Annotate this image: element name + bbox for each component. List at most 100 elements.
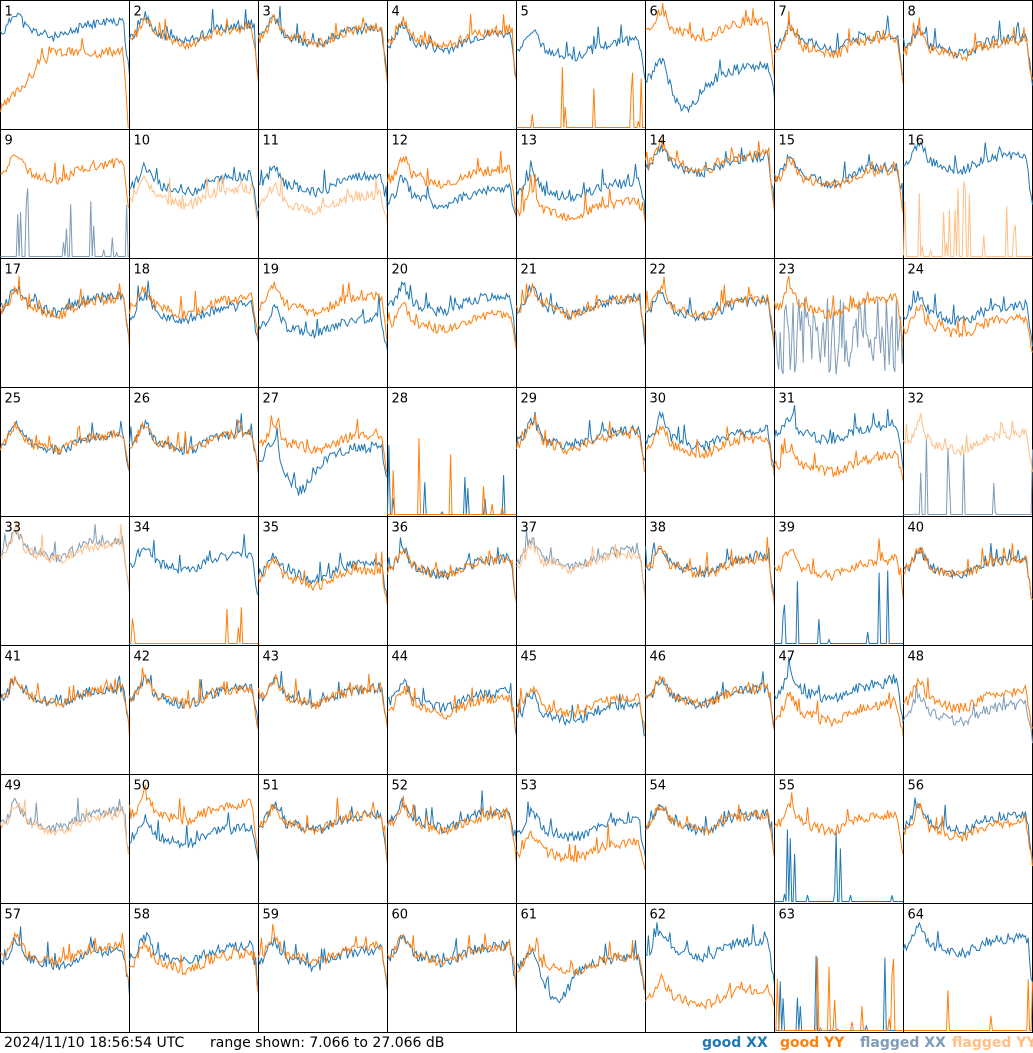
series-yy-line [387, 548, 517, 604]
panel-frame [774, 129, 904, 259]
series-xx-line [645, 922, 775, 985]
panel-59: 59 [258, 903, 388, 1033]
panel-2: 2 [129, 0, 259, 130]
series-xx-line [645, 671, 775, 729]
series-xx-line [516, 690, 646, 737]
panel-label: 17 [5, 263, 22, 278]
footer-bar: 2024/11/10 18:56:54 UTC range shown: 7.0… [0, 1033, 1033, 1053]
panel-8: 8 [903, 0, 1033, 130]
panel-label: 30 [650, 392, 667, 407]
series-yy-line [387, 13, 517, 82]
panel-label: 22 [650, 263, 667, 278]
series-xx-line [774, 657, 904, 727]
series-xx-line [0, 188, 130, 257]
series-yy-line [645, 138, 775, 211]
panel-label: 26 [134, 392, 151, 407]
series-yy-line [645, 3, 775, 78]
panel-16: 16 [903, 129, 1033, 259]
panel-label: 57 [5, 908, 22, 923]
panel-label: 29 [521, 392, 538, 407]
panel-20: 20 [387, 258, 517, 388]
panel-label: 61 [521, 908, 538, 923]
panel-label: 48 [908, 650, 925, 665]
panel-43: 43 [258, 645, 388, 775]
series-xx-line [774, 297, 904, 375]
panel-21: 21 [516, 258, 646, 388]
panel-41: 41 [0, 645, 130, 775]
series-yy-line [387, 150, 517, 220]
panel-frame [516, 0, 646, 130]
series-xx-line [0, 285, 130, 339]
panel-label: 47 [779, 650, 796, 665]
panel-53: 53 [516, 774, 646, 904]
panel-15: 15 [774, 129, 904, 259]
panel-label: 45 [521, 650, 538, 665]
panel-35: 35 [258, 516, 388, 646]
series-yy-line [645, 536, 775, 604]
panel-61: 61 [516, 903, 646, 1033]
panel-56: 56 [903, 774, 1033, 904]
series-yy-line [258, 415, 388, 475]
panel-26: 26 [129, 387, 259, 517]
panel-11: 11 [258, 129, 388, 259]
series-yy-line [903, 413, 1033, 472]
series-xx-line [645, 57, 775, 114]
panel-frame [0, 129, 130, 259]
panel-3: 3 [258, 0, 388, 130]
series-xx-line [0, 926, 130, 996]
panel-frame [645, 516, 775, 646]
panel-19: 19 [258, 258, 388, 388]
series-xx-line [129, 533, 259, 596]
series-yy-line [0, 931, 130, 985]
series-xx-line [903, 290, 1033, 347]
panel-44: 44 [387, 645, 517, 775]
series-yy-line [645, 804, 775, 857]
panel-label: 54 [650, 779, 667, 794]
series-yy-line [903, 801, 1033, 867]
panel-label: 16 [908, 134, 925, 149]
panel-10: 10 [129, 129, 259, 259]
panel-frame [258, 387, 388, 517]
panel-frame [258, 903, 388, 1033]
series-yy-line [774, 691, 904, 739]
panel-frame [645, 387, 775, 517]
panel-frame [903, 645, 1033, 775]
series-yy-line [0, 37, 130, 128]
series-xx-line [129, 161, 259, 219]
series-yy-line [129, 784, 259, 859]
panel-label: 41 [5, 650, 22, 665]
series-yy-line [387, 796, 517, 865]
panel-label: 59 [263, 908, 280, 923]
panel-label: 19 [263, 263, 280, 278]
panel-frame [645, 645, 775, 775]
panel-frame [903, 516, 1033, 646]
panel-frame [516, 387, 646, 517]
series-xx-line [387, 790, 517, 845]
panel-frame [387, 903, 517, 1033]
series-yy-line [0, 154, 130, 210]
panel-label: 18 [134, 263, 151, 278]
panel-32: 32 [903, 387, 1033, 517]
panel-label: 64 [908, 908, 925, 923]
panel-label: 1 [5, 5, 13, 20]
range-label: range shown: 7.066 to 27.066 dB [210, 1033, 444, 1053]
panel-label: 36 [392, 521, 409, 536]
panel-24: 24 [903, 258, 1033, 388]
panel-label: 8 [908, 5, 916, 20]
series-yy-line [903, 543, 1033, 601]
series-yy-line [903, 181, 1033, 257]
series-yy-line [129, 940, 259, 994]
panel-54: 54 [645, 774, 775, 904]
panel-30: 30 [645, 387, 775, 517]
panel-frame [129, 774, 259, 904]
panel-58: 58 [129, 903, 259, 1033]
series-yy-line [516, 414, 646, 474]
panel-label: 32 [908, 392, 925, 407]
panel-label: 4 [392, 5, 400, 20]
series-yy-line [516, 67, 646, 128]
panel-60: 60 [387, 903, 517, 1033]
series-xx-line [258, 937, 388, 991]
series-xx-line [258, 294, 388, 351]
panel-frame [516, 903, 646, 1033]
series-yy-line [129, 285, 259, 343]
